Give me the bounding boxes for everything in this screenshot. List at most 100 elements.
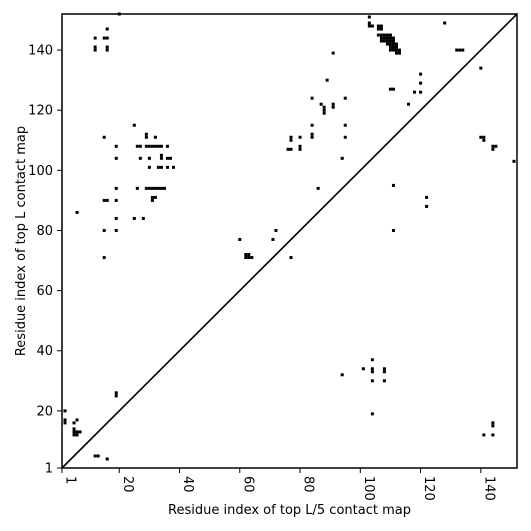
contact-point [385,42,389,46]
contact-point [93,454,97,458]
contact-point [388,48,392,52]
contact-point [482,433,486,437]
y-tick-label: 60 [36,284,53,299]
contact-point [165,156,169,160]
contact-point [150,186,154,190]
contact-point [382,367,386,371]
contact-point [298,147,302,151]
contact-point [491,424,495,428]
contact-point [114,216,118,220]
contact-point [132,123,136,127]
x-axis-title: Residue index of top L/5 contact map [168,503,411,518]
contact-point [165,144,169,148]
contact-point [391,45,395,49]
contact-point [159,165,163,169]
contact-point [156,186,160,190]
contact-point [138,144,142,148]
contact-point [394,45,398,49]
contact-point [114,144,118,148]
contact-point [397,48,401,52]
contact-point [138,156,142,160]
y-tick-label: 40 [36,344,53,359]
contact-point [394,42,398,46]
contact-point [340,156,344,160]
contact-point [379,27,383,31]
plot-frame [61,13,518,469]
contact-point [75,433,79,437]
contact-point [147,156,151,160]
contact-point [72,433,76,437]
contact-point [322,108,326,112]
contact-point [75,210,79,214]
contact-point [419,81,423,85]
contact-point [147,165,151,169]
contact-point [419,90,423,94]
y-tick-label: 140 [28,44,53,59]
contact-point [425,204,429,208]
contact-point [247,256,251,260]
contact-point [114,228,118,232]
diagonal-line [61,13,518,469]
contact-point [382,39,386,43]
x-tick-label: 60 [240,476,255,493]
contact-point [370,24,374,28]
contact-point [238,238,242,241]
contact-point [153,195,157,199]
contact-point [153,144,157,148]
contact-point [340,373,344,377]
contact-point [141,216,145,220]
contact-point [479,135,483,139]
contact-point [310,135,314,139]
contact-point [376,24,380,28]
contact-point [310,123,314,127]
contact-point [382,33,386,37]
contact-point [491,433,495,437]
contact-point [388,87,392,91]
contact-point [482,138,486,142]
x-tick-label: 120 [421,476,436,501]
contact-point [382,370,386,374]
y-tick-label: 100 [28,164,53,179]
contact-point [343,135,347,139]
y-axis-title: Residue index of top L contact map [14,126,29,356]
contact-point [461,48,465,52]
contact-point [102,256,106,260]
contact-point [316,186,320,190]
contact-point [144,132,148,136]
contact-point [93,36,97,40]
contact-point [289,138,293,142]
contact-point [343,96,347,100]
contact-point [156,144,160,148]
contact-point [367,21,371,25]
contact-point [367,24,371,28]
contact-point [165,165,169,169]
contact-point [93,45,97,49]
contact-point [105,36,109,40]
contact-point [379,36,383,40]
contact-point [367,15,371,19]
contact-point [385,39,389,43]
contact-point [319,102,323,106]
contact-point [388,36,392,40]
contact-point [376,27,380,31]
contact-point [370,370,374,374]
contact-point [114,394,118,398]
contact-point [289,135,293,139]
contact-point [150,195,154,199]
contact-point [93,48,97,52]
contact-point [370,379,374,383]
contact-point [512,159,516,163]
contact-point [271,238,275,241]
contact-point [388,42,392,46]
contact-point [289,147,293,151]
contact-point [391,183,395,187]
contact-point [105,457,109,461]
contact-point [443,21,447,25]
contact-point [135,144,139,148]
contact-point [247,253,251,257]
contact-point [391,39,395,43]
contact-point [391,42,395,46]
contact-point [361,367,365,371]
contact-point [370,412,374,416]
